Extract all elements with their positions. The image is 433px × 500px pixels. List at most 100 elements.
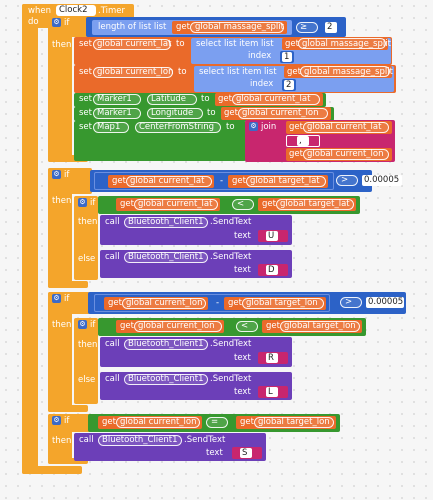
gear-icon[interactable]: ⚙ [52, 18, 61, 27]
when-clock-timer-block[interactable] [22, 4, 38, 474]
var-dropdown[interactable] [276, 199, 354, 210]
text-value[interactable]: U [266, 231, 278, 241]
var-name: global current_lat [130, 176, 205, 186]
operator-dropdown[interactable] [296, 22, 318, 33]
get-block[interactable] [116, 198, 220, 211]
component-dropdown[interactable]: Clock2 [56, 5, 96, 16]
index-label: index [250, 79, 274, 89]
call-label: call [105, 374, 120, 384]
number-value[interactable]: 0.00005 [362, 175, 402, 186]
component-dropdown[interactable] [124, 374, 208, 385]
var-dropdown[interactable] [300, 66, 390, 77]
var-name: global current_lon [138, 321, 215, 331]
get-block[interactable] [262, 320, 362, 333]
get-block[interactable] [116, 320, 224, 333]
get-block[interactable] [286, 121, 392, 134]
component-name: Bluetooth_Client1 [128, 217, 204, 227]
var-dropdown[interactable] [93, 39, 171, 50]
get-block[interactable] [215, 93, 323, 106]
component-dropdown[interactable] [93, 94, 141, 105]
component-dropdown[interactable] [124, 217, 208, 228]
operator-lt: < [241, 321, 249, 331]
gear-icon[interactable]: ⚙ [52, 294, 61, 303]
get-block[interactable] [108, 175, 214, 188]
gear-icon[interactable]: ⚙ [78, 198, 87, 207]
if-label: if [64, 18, 70, 28]
operator-dropdown[interactable] [232, 199, 254, 210]
component-dropdown[interactable] [98, 435, 182, 446]
var-dropdown[interactable] [242, 298, 324, 309]
var-dropdown[interactable] [134, 321, 222, 332]
get-block[interactable] [228, 175, 328, 188]
var-dropdown[interactable] [190, 22, 284, 33]
number-value[interactable]: 0.00005 [366, 297, 404, 308]
text-param-label: text [234, 387, 251, 397]
var-dropdown[interactable] [134, 199, 218, 210]
if-footer-1 [48, 155, 88, 162]
component-dropdown[interactable] [124, 252, 208, 263]
get-block[interactable] [221, 107, 331, 120]
var-dropdown[interactable] [126, 176, 212, 187]
gear-icon[interactable]: ⚙ [249, 122, 258, 131]
get-label: get [285, 39, 299, 49]
var-dropdown[interactable] [246, 176, 326, 187]
number-value[interactable]: 2 [325, 22, 337, 33]
gear-icon[interactable]: ⚙ [78, 320, 87, 329]
operator-dropdown[interactable] [206, 417, 228, 428]
if-footer-3 [48, 405, 88, 412]
get-block[interactable] [236, 416, 336, 429]
get-block[interactable] [284, 66, 392, 78]
var-dropdown[interactable] [232, 94, 320, 105]
var-dropdown[interactable] [116, 417, 200, 428]
operator-dropdown[interactable] [340, 297, 362, 308]
component-name: Marker1 [97, 94, 132, 104]
component-dropdown[interactable] [93, 108, 141, 119]
do-label: do [28, 17, 39, 27]
number-value[interactable]: 1 [282, 52, 292, 62]
text-value[interactable]: S [240, 448, 252, 458]
operator-minus: - [216, 298, 220, 308]
var-name: global current_lat [138, 199, 213, 209]
var-dropdown[interactable] [93, 67, 173, 78]
operator-dropdown[interactable] [236, 321, 258, 332]
gear-icon[interactable]: ⚙ [52, 170, 61, 179]
property-dropdown[interactable] [147, 94, 197, 105]
set-label: set [79, 39, 92, 49]
var-dropdown[interactable] [254, 417, 334, 428]
method-name: .SendText [210, 339, 252, 349]
var-dropdown[interactable] [303, 122, 389, 133]
var-name: global target_lat [250, 176, 320, 186]
operator-dropdown[interactable] [336, 175, 358, 186]
then-label: then [52, 320, 72, 330]
get-label: get [228, 298, 242, 308]
if-label: if [64, 294, 70, 304]
component-dropdown[interactable] [124, 339, 208, 350]
nested-if-block[interactable] [74, 196, 98, 280]
var-dropdown[interactable] [303, 149, 389, 160]
if-block-1[interactable] [48, 17, 72, 162]
text-value[interactable]: L [266, 387, 278, 397]
property-dropdown[interactable] [147, 108, 203, 119]
get-label: get [266, 321, 280, 331]
nested-if-block[interactable] [74, 318, 98, 404]
text-value[interactable]: D [266, 265, 278, 275]
get-block[interactable] [104, 297, 208, 310]
var-dropdown[interactable] [298, 38, 386, 49]
property-dropdown[interactable] [135, 122, 221, 133]
get-block[interactable] [286, 148, 392, 161]
component-dropdown[interactable] [93, 122, 129, 133]
var-dropdown[interactable] [238, 108, 328, 119]
var-dropdown[interactable] [122, 298, 206, 309]
get-block[interactable] [282, 38, 388, 50]
length-of-list-label: length of list list [98, 22, 167, 32]
text-value[interactable]: , [297, 136, 309, 146]
operator-gte: ≥ [300, 22, 308, 32]
text-value[interactable]: R [266, 353, 278, 363]
number-value[interactable]: 2 [284, 80, 294, 90]
gear-icon[interactable]: ⚙ [52, 416, 61, 425]
get-block[interactable] [224, 297, 326, 310]
var-dropdown[interactable] [280, 321, 360, 332]
get-block[interactable] [172, 21, 287, 34]
if-label: if [90, 198, 96, 208]
get-block[interactable] [98, 416, 202, 429]
